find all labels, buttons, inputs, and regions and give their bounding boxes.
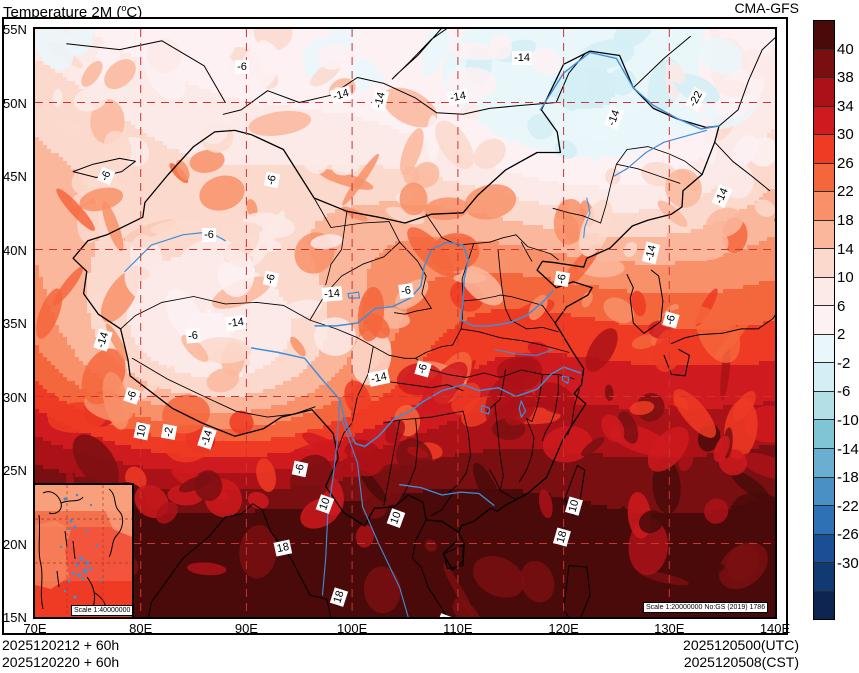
- color-scale-tick-38: 38: [837, 70, 854, 85]
- color-band-20: [814, 591, 834, 620]
- color-scale-tick--22: -22: [837, 499, 859, 514]
- color-band-6: [814, 192, 834, 221]
- color-band-12: [814, 363, 834, 392]
- contour-label: 26: [239, 618, 257, 619]
- y-axis-tick-15N: 15N: [3, 611, 27, 624]
- x-axis-tick-130E: 130E: [647, 622, 691, 635]
- footer-init-time-cst: 2025120220 + 60h: [2, 654, 119, 671]
- footer-init-time-utc: 2025120212 + 60h: [2, 637, 119, 654]
- color-band-9: [814, 277, 834, 307]
- inset-scale-label: Scale 1:40000000: [71, 605, 132, 616]
- south-china-sea-inset[interactable]: Scale 1:40000000: [35, 483, 134, 617]
- x-axis-tick-80E: 80E: [119, 622, 163, 635]
- color-band-16: [814, 477, 834, 507]
- color-scale-tick--6: -6: [837, 384, 850, 399]
- y-axis-tick-35N: 35N: [3, 317, 27, 330]
- color-band-11: [814, 334, 834, 364]
- color-band-14: [814, 420, 834, 449]
- color-scale-tick-26: 26: [837, 156, 854, 171]
- model-label: CMA-GFS: [734, 0, 799, 16]
- contour-label: -14: [225, 314, 247, 332]
- color-band-18: [814, 534, 834, 564]
- color-band-4: [814, 135, 834, 164]
- page-title-text: Temperature 2M (: [3, 4, 121, 21]
- temperature-map[interactable]: -6 -14 -14 -14 -14 -22 -14 -14 -6 -6 -6 -14 -14 -6 -6-…: [33, 27, 777, 619]
- contour-label: -6: [235, 60, 249, 74]
- footer-valid-time-utc: 2025120500(UTC): [683, 637, 799, 654]
- color-scale-tick-22: 22: [837, 184, 854, 199]
- degree-symbol: o: [121, 3, 126, 13]
- y-axis-tick-25N: 25N: [3, 464, 27, 477]
- color-band-7: [814, 220, 834, 250]
- color-scale-tick--10: -10: [837, 413, 859, 428]
- color-scale-tick--2: -2: [837, 356, 850, 371]
- map-scale-label: Scale 1:20000000 No:GS (2019) 1786: [643, 602, 769, 613]
- color-band-2: [814, 78, 834, 107]
- contour-label: -6: [202, 228, 216, 242]
- color-band-5: [814, 163, 834, 193]
- color-band-19: [814, 563, 834, 592]
- contour-label: -6: [263, 171, 281, 189]
- x-axis-tick-140E: 140E: [753, 622, 797, 635]
- color-band-13: [814, 391, 834, 421]
- x-axis-tick-70E: 70E: [13, 622, 57, 635]
- color-band-15: [814, 448, 834, 478]
- color-scale-labels: 40 38 34 30 26 22 18 14 10 6 2 -2 -6 -10 -14 -18 -22 -26 -…: [837, 20, 859, 620]
- x-axis-tick-120E: 120E: [542, 622, 586, 635]
- color-band-8: [814, 249, 834, 278]
- color-scale-tick--14: -14: [837, 442, 859, 457]
- color-scale-tick-6: 6: [837, 299, 845, 314]
- color-scale-tick--26: -26: [837, 527, 859, 542]
- y-axis-tick-45N: 45N: [3, 170, 27, 183]
- color-scale-tick-2: 2: [837, 327, 845, 342]
- color-band-1: [814, 49, 834, 79]
- color-scale-tick-18: 18: [837, 213, 854, 228]
- x-axis-tick-90E: 90E: [224, 622, 268, 635]
- color-scale-tick-14: 14: [837, 242, 854, 257]
- color-scale-bar: [813, 20, 835, 620]
- contour-label: -2: [160, 423, 178, 441]
- y-axis-tick-55N: 55N: [3, 23, 27, 36]
- color-scale-tick-40: 40: [837, 42, 854, 57]
- y-axis-tick-50N: 50N: [3, 97, 27, 110]
- y-axis-tick-40N: 40N: [3, 244, 27, 257]
- x-axis-tick-110E: 110E: [436, 622, 480, 635]
- color-band-3: [814, 106, 834, 136]
- contour-label: -14: [321, 286, 343, 302]
- x-axis-tick-100E: 100E: [330, 622, 374, 635]
- river-lines: [124, 51, 720, 617]
- map-canvas: [35, 29, 775, 617]
- color-scale-tick-34: 34: [837, 99, 854, 114]
- color-scale-tick-30: 30: [837, 127, 854, 142]
- contour-label: -6: [262, 270, 280, 288]
- contour-label: -6: [185, 328, 201, 344]
- color-scale-tick--30: -30: [837, 556, 859, 571]
- color-band-0: [814, 21, 834, 50]
- map-svg: [35, 29, 775, 617]
- color-scale-tick--18: -18: [837, 470, 859, 485]
- color-band-17: [814, 506, 834, 535]
- color-band-10: [814, 306, 834, 335]
- contour-label: -14: [512, 51, 532, 65]
- contour-label: -6: [398, 283, 414, 299]
- y-axis-tick-20N: 20N: [3, 538, 27, 551]
- footer-valid-time-cst: 2025120508(CST): [684, 654, 799, 671]
- page-title-tail: C): [126, 4, 142, 21]
- contour-label: -6: [291, 460, 309, 478]
- contour-label: -6: [553, 270, 571, 288]
- page-title: Temperature 2M (oC): [3, 0, 142, 21]
- inset-map-svg: [35, 485, 132, 617]
- color-scale-tick-10: 10: [837, 270, 854, 285]
- y-axis-tick-30N: 30N: [3, 391, 27, 404]
